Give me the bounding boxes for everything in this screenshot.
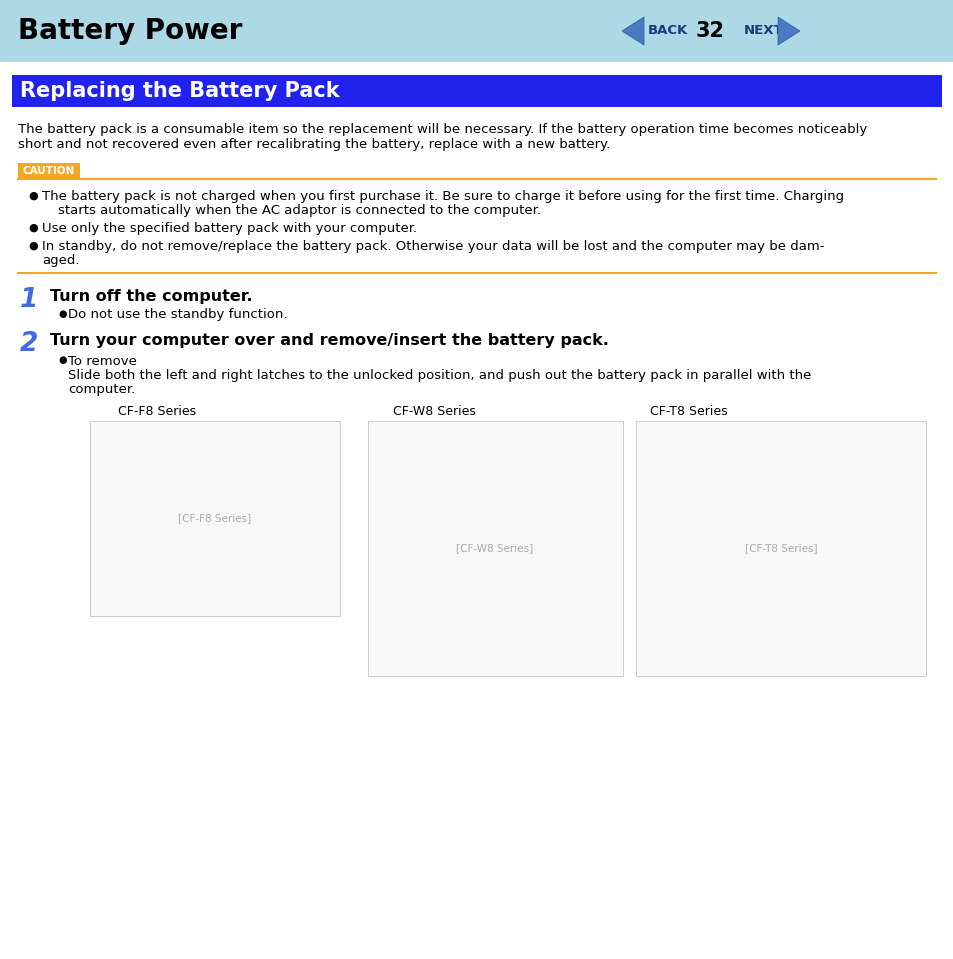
Text: CF-W8 Series: CF-W8 Series (393, 405, 476, 418)
Text: BACK: BACK (647, 25, 687, 37)
Text: 1: 1 (20, 287, 38, 313)
Text: computer.: computer. (68, 383, 135, 396)
Text: Replacing the Battery Pack: Replacing the Battery Pack (20, 81, 339, 101)
Bar (0, 62, 953, 72)
Polygon shape (778, 17, 800, 45)
Text: CAUTION: CAUTION (23, 167, 75, 176)
Text: Use only the specified battery pack with your computer.: Use only the specified battery pack with… (42, 222, 416, 235)
Text: aged.: aged. (42, 254, 79, 267)
Bar (90, 421, 339, 616)
Text: ●: ● (28, 223, 38, 233)
Text: NEXT: NEXT (743, 25, 782, 37)
Text: In standby, do not remove/replace the battery pack. Otherwise your data will be : In standby, do not remove/replace the ba… (42, 240, 823, 253)
Text: starts automatically when the AC adaptor is connected to the computer.: starts automatically when the AC adaptor… (58, 204, 540, 217)
Text: ●: ● (58, 355, 67, 365)
Text: Slide both the left and right latches to the unlocked position, and push out the: Slide both the left and right latches to… (68, 369, 810, 382)
Text: ●: ● (58, 309, 67, 319)
Text: The battery pack is a consumable item so the replacement will be necessary. If t: The battery pack is a consumable item so… (18, 123, 866, 136)
Text: [CF-W8 Series]: [CF-W8 Series] (456, 543, 533, 553)
Bar (18, 163, 80, 180)
Text: 2: 2 (20, 331, 38, 357)
Text: ●: ● (28, 191, 38, 201)
Text: The battery pack is not charged when you first purchase it. Be sure to charge it: The battery pack is not charged when you… (42, 190, 843, 203)
Text: Turn off the computer.: Turn off the computer. (50, 289, 253, 304)
Text: Turn your computer over and remove/insert the battery pack.: Turn your computer over and remove/inser… (50, 333, 608, 348)
Text: short and not recovered even after recalibrating the battery, replace with a new: short and not recovered even after recal… (18, 138, 610, 151)
Text: [CF-T8 Series]: [CF-T8 Series] (744, 543, 817, 553)
Bar (636, 421, 925, 676)
Text: To remove: To remove (68, 355, 136, 368)
Text: ●: ● (28, 241, 38, 251)
Text: 32: 32 (695, 21, 723, 41)
Text: [CF-F8 Series]: [CF-F8 Series] (178, 513, 252, 523)
Bar (12, 75, 941, 107)
Bar (368, 421, 622, 676)
Bar (0, 0, 953, 62)
Text: CF-T8 Series: CF-T8 Series (649, 405, 727, 418)
Text: CF-F8 Series: CF-F8 Series (118, 405, 196, 418)
Text: Battery Power: Battery Power (18, 17, 242, 45)
Text: Do not use the standby function.: Do not use the standby function. (68, 308, 287, 321)
Polygon shape (621, 17, 643, 45)
